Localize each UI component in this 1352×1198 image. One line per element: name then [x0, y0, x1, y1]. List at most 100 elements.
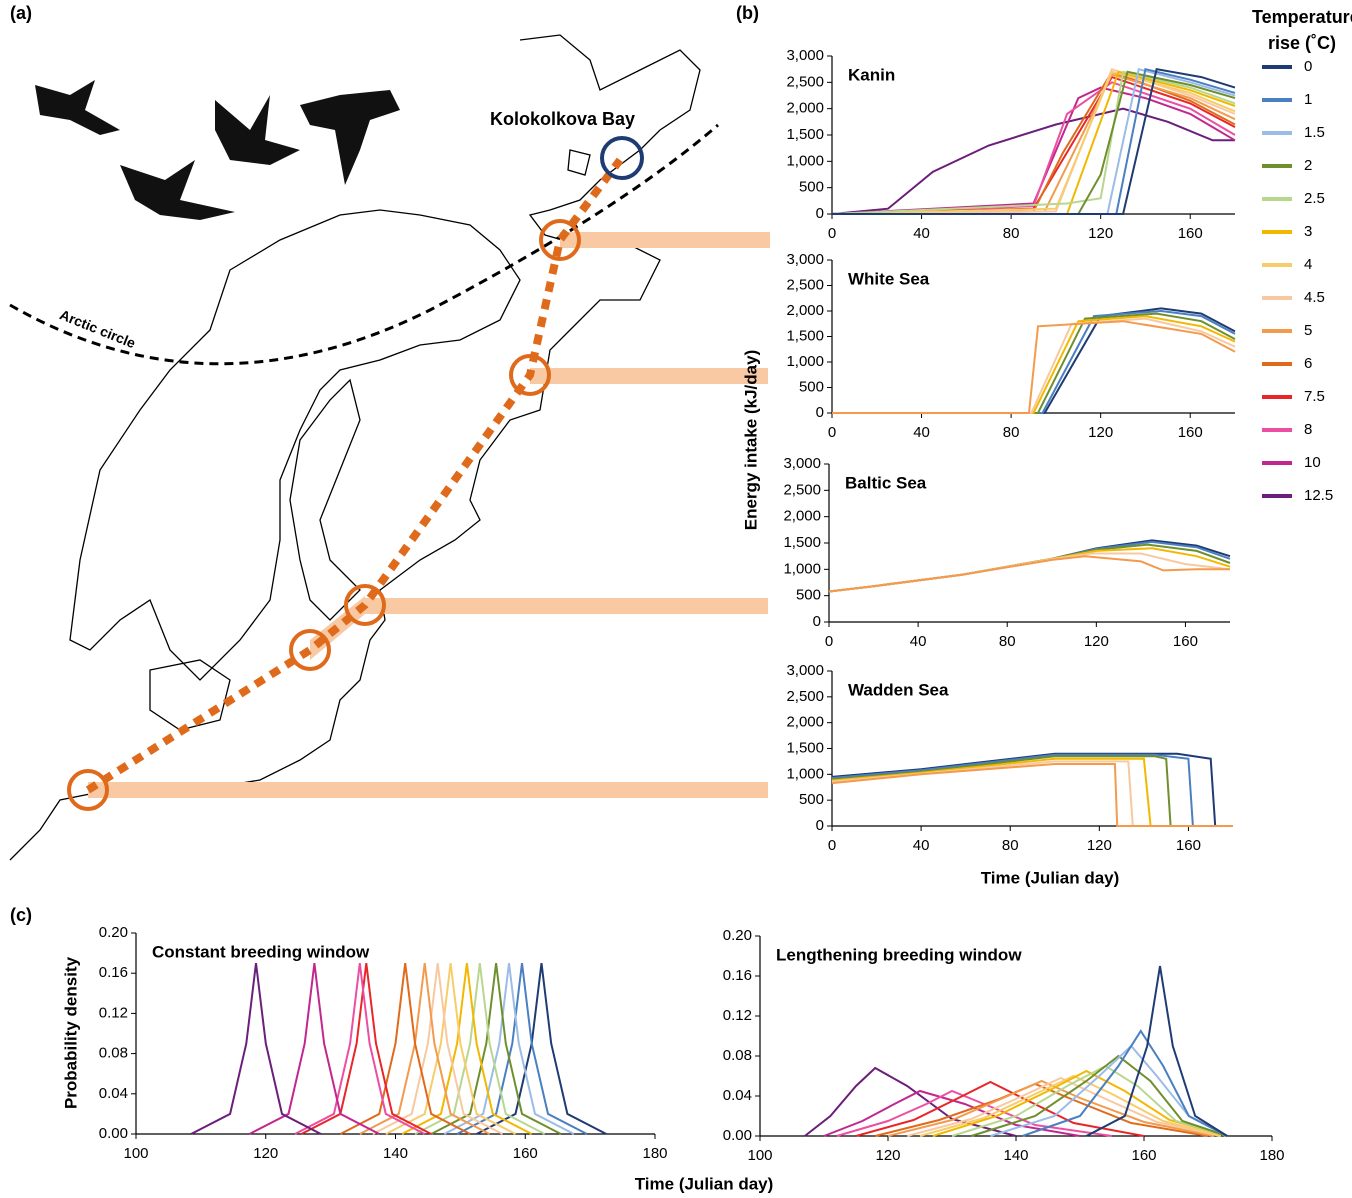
series-line	[970, 1054, 1228, 1137]
y-axis-label: Energy intake (kJ/day)	[741, 350, 760, 530]
x-tick-label: 180	[642, 1145, 667, 1162]
panel-label: (a)	[10, 3, 32, 23]
series-line	[887, 1079, 1215, 1137]
y-tick-label: 1,000	[786, 765, 824, 782]
stopover	[539, 219, 581, 261]
y-tick-label: 0.16	[99, 964, 128, 981]
y-tick-label: 0	[816, 817, 824, 834]
x-tick-label: 40	[913, 424, 930, 441]
y-tick-label: 1,000	[786, 353, 824, 370]
legend-label: 1.5	[1304, 124, 1325, 141]
series-line	[932, 1069, 1228, 1137]
y-tick-label: 2,500	[786, 73, 824, 90]
chart-title: Kanin	[848, 65, 895, 84]
series-line	[831, 107, 1235, 215]
denmark	[149, 659, 231, 731]
x-tick-label: 120	[253, 1145, 278, 1162]
x-tick-label: 40	[913, 837, 930, 854]
series-line	[828, 552, 1231, 593]
y-tick-label: 2,500	[783, 481, 821, 498]
series-line	[300, 962, 432, 1135]
legend-label: 1	[1304, 91, 1312, 108]
legend-label: 2	[1304, 157, 1312, 174]
legend-title: Temperature rise (˚C)	[1252, 7, 1352, 53]
y-tick-label: 0.04	[723, 1087, 752, 1104]
x-tick-label: 160	[1173, 633, 1198, 650]
arctic-circle	[9, 123, 719, 366]
y-tick-label: 0	[816, 205, 824, 222]
scandinavia	[69, 209, 521, 681]
y-tick-label: 0	[813, 613, 821, 630]
series-line	[836, 1089, 1113, 1137]
y-tick-label: 0	[816, 404, 824, 421]
geese	[35, 80, 400, 220]
y-tick-label: 0.16	[723, 967, 752, 984]
y-tick-label: 2,500	[786, 276, 824, 293]
stopover	[289, 629, 331, 671]
x-tick-label: 40	[910, 633, 927, 650]
series-line	[456, 962, 588, 1135]
x-tick-label: 120	[875, 1147, 900, 1164]
y-tick-label: 1,500	[786, 739, 824, 756]
legend-label: 6	[1304, 355, 1312, 372]
y-tick-label: 3,000	[783, 455, 821, 472]
x-tick-label: 0	[828, 225, 836, 242]
y-tick-label: 2,000	[786, 302, 824, 319]
gulf-of-bothnia	[289, 378, 361, 621]
x-tick-label: 140	[383, 1145, 408, 1162]
stopover	[509, 354, 551, 396]
stopovers	[67, 219, 581, 811]
series-line	[831, 757, 1233, 827]
stopover	[344, 584, 386, 626]
x-tick-label: 160	[513, 1145, 538, 1162]
chart-title: Constant breeding window	[152, 942, 370, 961]
goose	[300, 90, 400, 185]
stopover	[67, 769, 109, 811]
y-tick-label: 3,000	[786, 47, 824, 64]
x-tick-label: 80	[1002, 837, 1019, 854]
route-bars	[88, 232, 770, 798]
series-line	[249, 962, 380, 1135]
x-tick-label: 80	[1003, 225, 1020, 242]
series-line	[1022, 1029, 1228, 1137]
series-line	[430, 962, 562, 1135]
y-tick-label: 2,500	[786, 688, 824, 705]
series-line	[831, 763, 1233, 827]
y-tick-label: 0.20	[723, 927, 752, 944]
series-line	[823, 1089, 1081, 1137]
series-line	[831, 67, 1236, 215]
y-tick-label: 0.00	[99, 1125, 128, 1142]
legend-label: 2.5	[1304, 190, 1325, 207]
route-bar	[88, 782, 768, 798]
y-tick-label: 3,000	[786, 662, 824, 679]
x-tick-label: 160	[1176, 837, 1201, 854]
x-tick-label: 160	[1178, 225, 1203, 242]
legend-label: 0	[1304, 58, 1312, 75]
goose	[35, 80, 120, 135]
legend-label: 8	[1304, 421, 1312, 438]
goose	[215, 95, 300, 165]
legend-label: 4.5	[1304, 289, 1325, 306]
x-tick-label: 120	[1088, 225, 1113, 242]
legend-label: 5	[1304, 322, 1312, 339]
series-line	[1085, 965, 1228, 1137]
x-tick-label: 40	[913, 225, 930, 242]
series-line	[906, 1076, 1222, 1137]
series-line	[372, 962, 503, 1135]
legend-label: 10	[1304, 454, 1321, 471]
x-tick-label: 0	[828, 837, 836, 854]
site-label: Kolokolkova Bay	[490, 109, 635, 129]
y-tick-label: 500	[796, 587, 821, 604]
series-line	[476, 962, 607, 1135]
chart-title: Baltic Sea	[845, 473, 927, 492]
series-line	[831, 755, 1233, 827]
y-tick-label: 2,000	[786, 100, 824, 117]
y-tick-label: 0.00	[723, 1127, 752, 1144]
y-tick-label: 0.04	[99, 1085, 128, 1102]
x-tick-label: 100	[747, 1147, 772, 1164]
y-tick-label: 500	[799, 179, 824, 196]
series-line	[828, 555, 1230, 593]
y-tick-label: 1,500	[786, 126, 824, 143]
legend-label: 4	[1304, 256, 1312, 273]
